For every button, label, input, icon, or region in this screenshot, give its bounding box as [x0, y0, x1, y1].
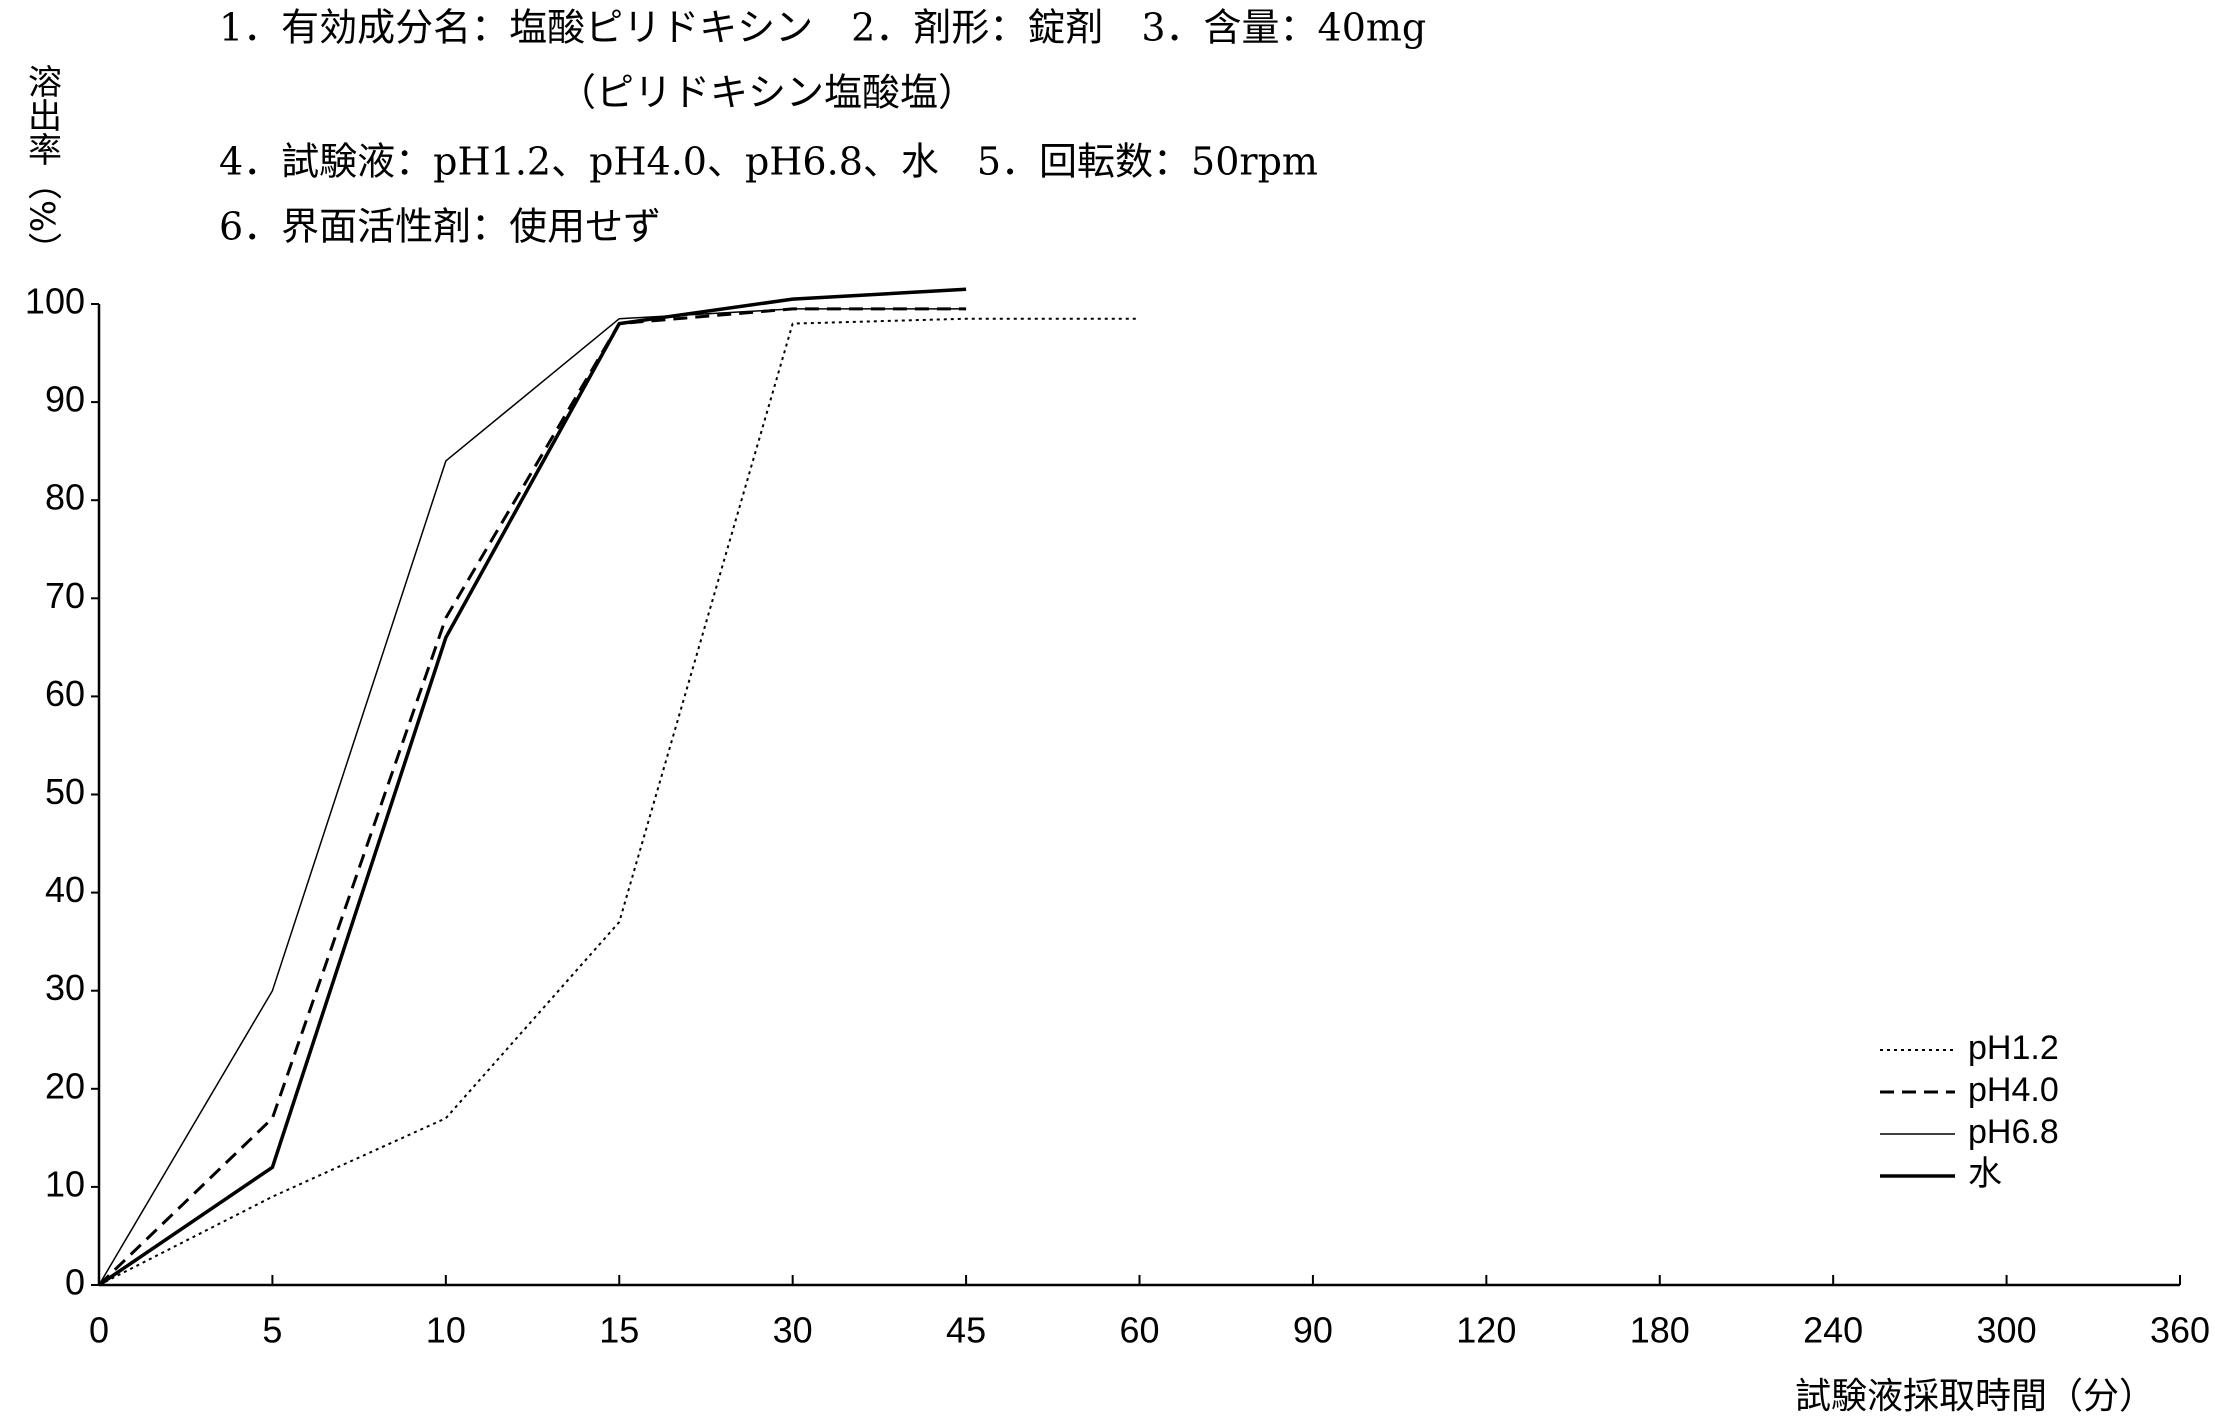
- y-tick-label: 20: [45, 1065, 85, 1106]
- y-axis-label: 溶出率（%）: [22, 64, 62, 266]
- series-line: [98, 308, 967, 1286]
- series-line: [98, 287, 967, 1287]
- legend-label: 水: [1968, 1155, 2002, 1193]
- legend-label: pH4.0: [1968, 1071, 2059, 1109]
- x-tick-label: 10: [426, 1310, 466, 1351]
- y-tick-label: 0: [65, 1262, 85, 1303]
- y-tick-label: 90: [45, 379, 85, 420]
- header-line: （ピリドキシン塩酸塩）: [558, 71, 976, 115]
- x-tick-label: 180: [1630, 1310, 1690, 1351]
- header-line: 6．界面活性剤：使用せず: [219, 205, 661, 249]
- legend-label: pH6.8: [1968, 1113, 2059, 1151]
- x-tick-label: 120: [1456, 1310, 1516, 1351]
- y-tick-label: 10: [45, 1163, 85, 1204]
- x-axis-label: 試験液採取時間（分）: [1795, 1376, 2155, 1417]
- y-tick-label: 60: [45, 673, 85, 714]
- x-tick-label: 45: [946, 1310, 986, 1351]
- x-tick-label: 300: [1977, 1310, 2037, 1351]
- x-tick-label: 30: [773, 1310, 813, 1351]
- x-tick-label: 0: [89, 1310, 109, 1351]
- legend-label: pH1.2: [1968, 1029, 2059, 1067]
- series-line: [97, 307, 967, 1287]
- x-tick-label: 15: [599, 1310, 639, 1351]
- series-line: [98, 317, 1140, 1286]
- x-tick-label: 60: [1119, 1310, 1159, 1351]
- y-tick-label: 80: [45, 477, 85, 518]
- header-line: 1．有効成分名：塩酸ピリドキシン 2．剤形：錠剤 3．含量：40mg: [219, 6, 1426, 50]
- y-tick-label: 40: [45, 869, 85, 910]
- x-tick-label: 90: [1293, 1310, 1333, 1351]
- y-tick-label: 50: [45, 771, 85, 812]
- x-tick-label: 240: [1803, 1310, 1863, 1351]
- y-tick-label: 100: [25, 281, 85, 322]
- x-tick-label: 360: [2150, 1310, 2210, 1351]
- header-line: 4．試験液：pH1.2、pH4.0、pH6.8、水 5．回転数：50rpm: [219, 140, 1318, 184]
- x-tick-label: 5: [262, 1310, 282, 1351]
- y-tick-label: 70: [45, 575, 85, 616]
- y-tick-label: 30: [45, 967, 85, 1008]
